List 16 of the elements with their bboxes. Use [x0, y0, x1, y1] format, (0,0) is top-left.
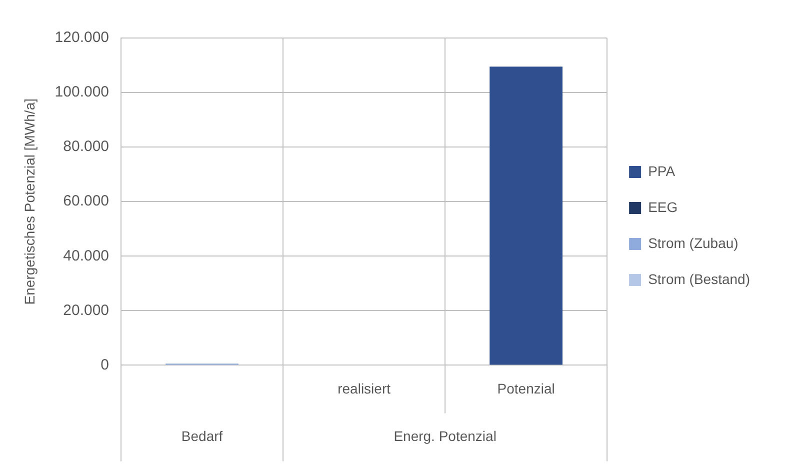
text: Bedarf	[181, 428, 223, 444]
legend-label: EEG	[648, 198, 678, 215]
y-tick-label: 40.000	[63, 247, 110, 264]
x-tick-label: realisiert	[338, 380, 391, 396]
y-tick-label: 80.000	[63, 138, 110, 156]
y-tick-label: 20.000	[63, 302, 110, 319]
legend-label: Strom (Zubau)	[648, 234, 738, 251]
legend-label: PPA	[648, 162, 676, 179]
y-tick-label: 60.000	[63, 192, 110, 210]
y-tick-label: 100.000	[54, 84, 110, 101]
y-axis-title: Energetisches Potenzial [MWh/a]	[21, 98, 38, 305]
legend-label: Strom (Bestand)	[648, 270, 750, 287]
x-tick-label: Potenzial	[497, 380, 555, 396]
text: Energ. Potenzial	[394, 428, 496, 444]
y-tick-label: 120.000	[54, 29, 110, 46]
y-tick-label: 0	[100, 356, 110, 374]
